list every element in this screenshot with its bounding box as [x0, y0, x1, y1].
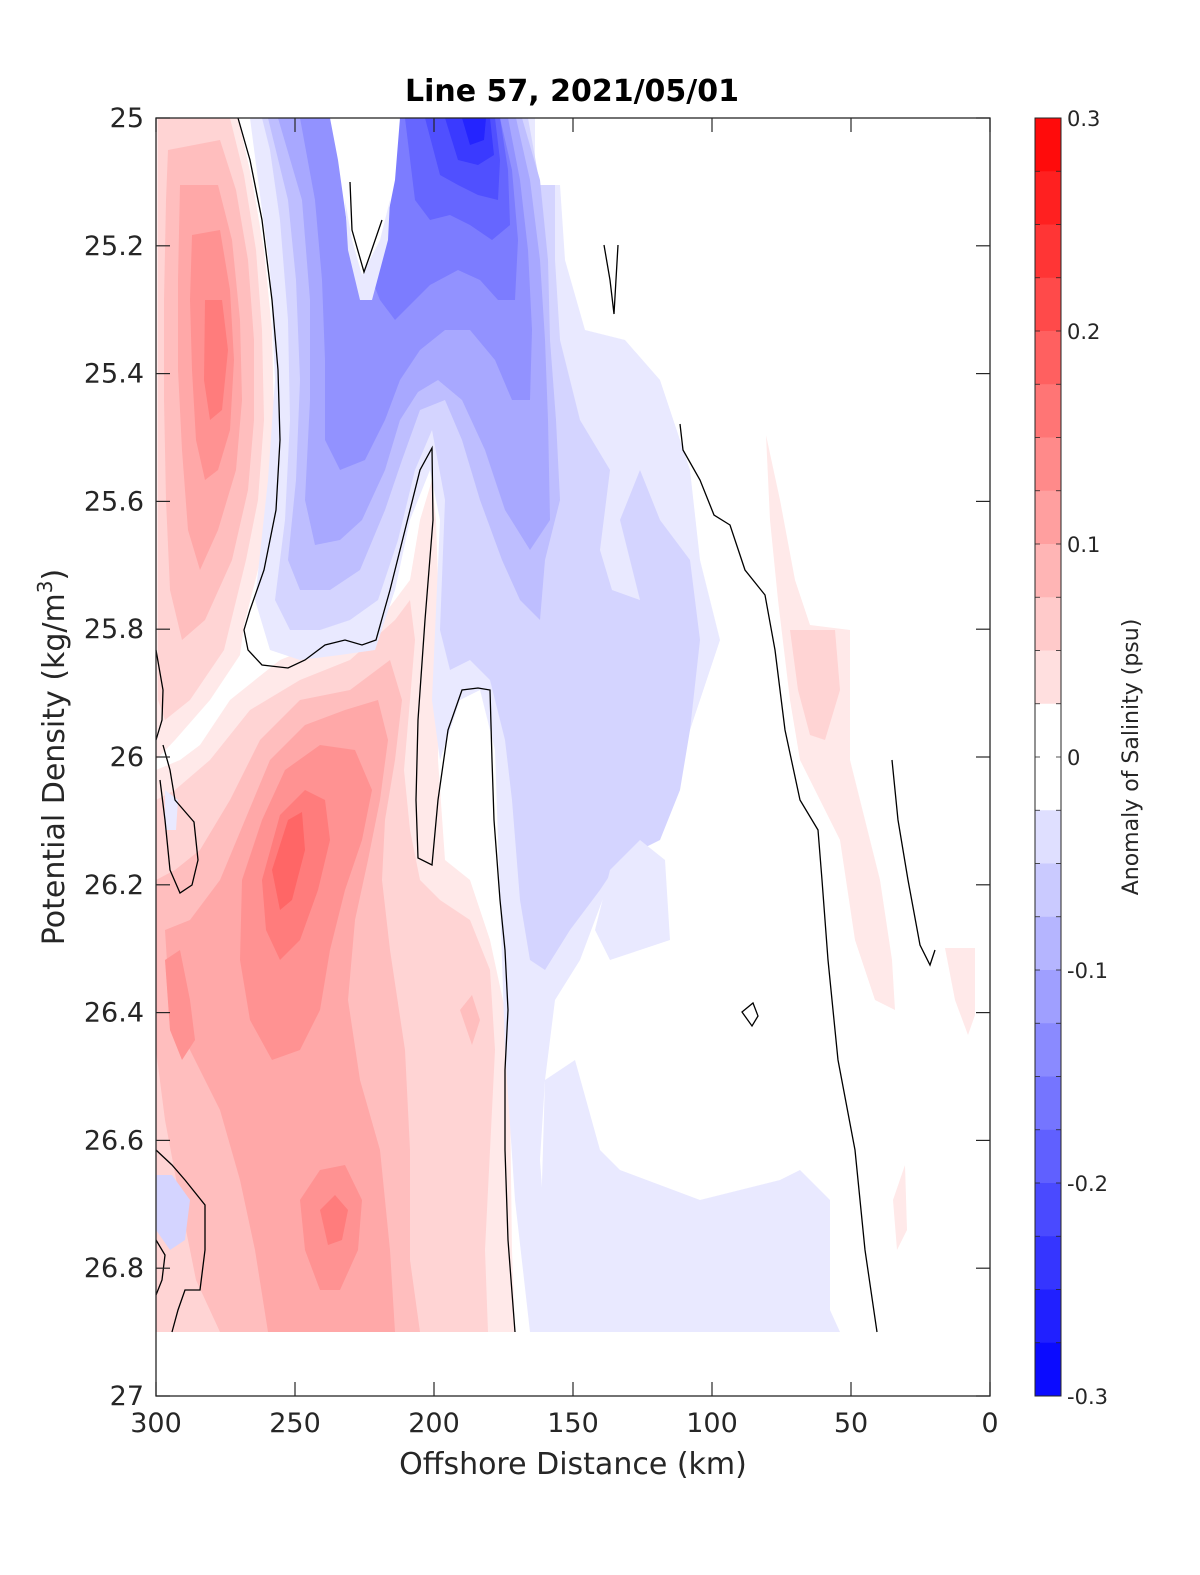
y-tick-label: 26 — [110, 742, 144, 773]
y-axis-label-main: Potential Density (kg/m — [37, 593, 72, 945]
negative-anomaly-region — [156, 1175, 190, 1250]
colorbar-cell — [1035, 171, 1061, 225]
positive-anomaly-region — [320, 1195, 348, 1245]
positive-anomaly-region — [204, 300, 228, 420]
colorbar-cell — [1035, 1183, 1061, 1237]
colorbar-cell — [1035, 1236, 1061, 1290]
colorbar-tick-label: -0.1 — [1067, 959, 1108, 983]
colorbar-cell — [1035, 810, 1061, 864]
colorbar: 0.3 0.2 0.1 0 -0.1 -0.2 -0.3 Anomaly of Salini… — [1034, 107, 1144, 1409]
zero-contour-line — [159, 744, 199, 894]
colorbar-cells — [1035, 118, 1061, 1397]
colorbar-cell — [1035, 277, 1061, 332]
zero-contour-line — [349, 181, 383, 275]
x-tick-label: 150 — [547, 1408, 599, 1439]
zero-contour-line — [155, 1239, 166, 1296]
negative-anomaly-region — [462, 118, 486, 145]
zero-contour-line — [741, 1001, 759, 1028]
x-tick-label: 100 — [686, 1408, 738, 1439]
x-axis: 300 250 200 150 100 50 0 — [130, 118, 999, 1439]
x-tick-label: 0 — [981, 1408, 998, 1439]
x-tick-label: 200 — [408, 1408, 460, 1439]
colorbar-cell — [1035, 703, 1061, 758]
colorbar-cell — [1035, 1129, 1061, 1184]
colorbar-label: Anomaly of Salinity (psu) — [1119, 619, 1144, 896]
colorbar-cell — [1035, 970, 1061, 1024]
y-axis-label: Potential Density (kg/m3) — [33, 569, 72, 945]
colorbar-cell — [1035, 757, 1061, 811]
positive-anomaly-region — [766, 435, 895, 1010]
zero-contour-line — [679, 423, 878, 1333]
zero-contour-line — [237, 117, 516, 1333]
colorbar-cell — [1035, 1289, 1061, 1344]
negative-anomaly-region — [595, 840, 670, 960]
colorbar-cell — [1035, 490, 1061, 545]
colorbar-cell — [1035, 384, 1061, 438]
positive-anomaly-region — [460, 995, 480, 1045]
y-tick-label: 26.6 — [84, 1125, 144, 1156]
colorbar-cell — [1035, 224, 1061, 279]
x-tick-label: 50 — [834, 1408, 868, 1439]
positive-anomaly-region — [790, 630, 840, 740]
y-tick-label: 25.6 — [84, 486, 144, 517]
x-tick-label: 300 — [130, 1408, 182, 1439]
chart-title: Line 57, 2021/05/01 — [405, 74, 739, 109]
y-tick-label: 27 — [110, 1381, 144, 1412]
contour-fills — [156, 118, 975, 1332]
negative-anomaly-region — [540, 1060, 840, 1332]
zero-contour-lines — [155, 117, 936, 1333]
x-axis-label: Offshore Distance (km) — [399, 1447, 747, 1482]
y-axis-label-superscript: 3 — [33, 580, 57, 593]
y-axis-label-close: ) — [37, 569, 72, 581]
colorbar-tick-label: 0 — [1067, 746, 1080, 770]
colorbar-tick-label: 0.2 — [1067, 320, 1100, 344]
zero-contour-line — [603, 244, 619, 315]
y-tick-label: 25.2 — [84, 231, 144, 262]
y-tick-label: 25 — [110, 103, 144, 134]
colorbar-cell — [1035, 916, 1061, 971]
colorbar-cell — [1035, 544, 1061, 598]
y-tick-label: 26.8 — [84, 1253, 144, 1284]
colorbar-cell — [1035, 437, 1061, 492]
y-tick-label: 25.4 — [84, 359, 144, 390]
y-tick-label: 25.8 — [84, 614, 144, 645]
zero-contour-line — [155, 649, 164, 741]
positive-anomaly-region — [945, 948, 975, 1035]
colorbar-ticks: 0.3 0.2 0.1 0 -0.1 -0.2 -0.3 — [1035, 107, 1108, 1409]
colorbar-tick-label: -0.2 — [1067, 1172, 1108, 1196]
y-tick-label: 26.4 — [84, 998, 144, 1029]
colorbar-cell — [1035, 1076, 1061, 1131]
colorbar-cell — [1035, 118, 1061, 172]
zero-anomaly-region — [330, 118, 400, 290]
colorbar-cell — [1035, 331, 1061, 385]
colorbar-cell — [1035, 863, 1061, 918]
zero-contour-line — [155, 1149, 206, 1333]
positive-anomaly-region — [893, 1165, 907, 1250]
colorbar-tick-label: 0.1 — [1067, 533, 1100, 557]
colorbar-cell — [1035, 650, 1061, 705]
zero-contour-line — [891, 759, 936, 967]
colorbar-cell — [1035, 597, 1061, 651]
positive-anomaly-region — [165, 950, 195, 1060]
colorbar-tick-label: 0.3 — [1067, 107, 1100, 131]
colorbar-cell — [1035, 1023, 1061, 1077]
y-axis: 25 25.2 25.4 25.6 25.8 26 26.2 26.4 26.6 26.8 27 — [84, 103, 990, 1412]
x-tick-label: 250 — [269, 1408, 321, 1439]
colorbar-cell — [1035, 1342, 1061, 1397]
y-tick-label: 26.2 — [84, 870, 144, 901]
colorbar-tick-label: -0.3 — [1067, 1385, 1108, 1409]
plot-area: 300 250 200 150 100 50 0 2525.225.425.625.8262… — [84, 103, 999, 1439]
negative-anomaly-region — [345, 200, 390, 300]
positive-anomaly-region — [272, 812, 305, 910]
